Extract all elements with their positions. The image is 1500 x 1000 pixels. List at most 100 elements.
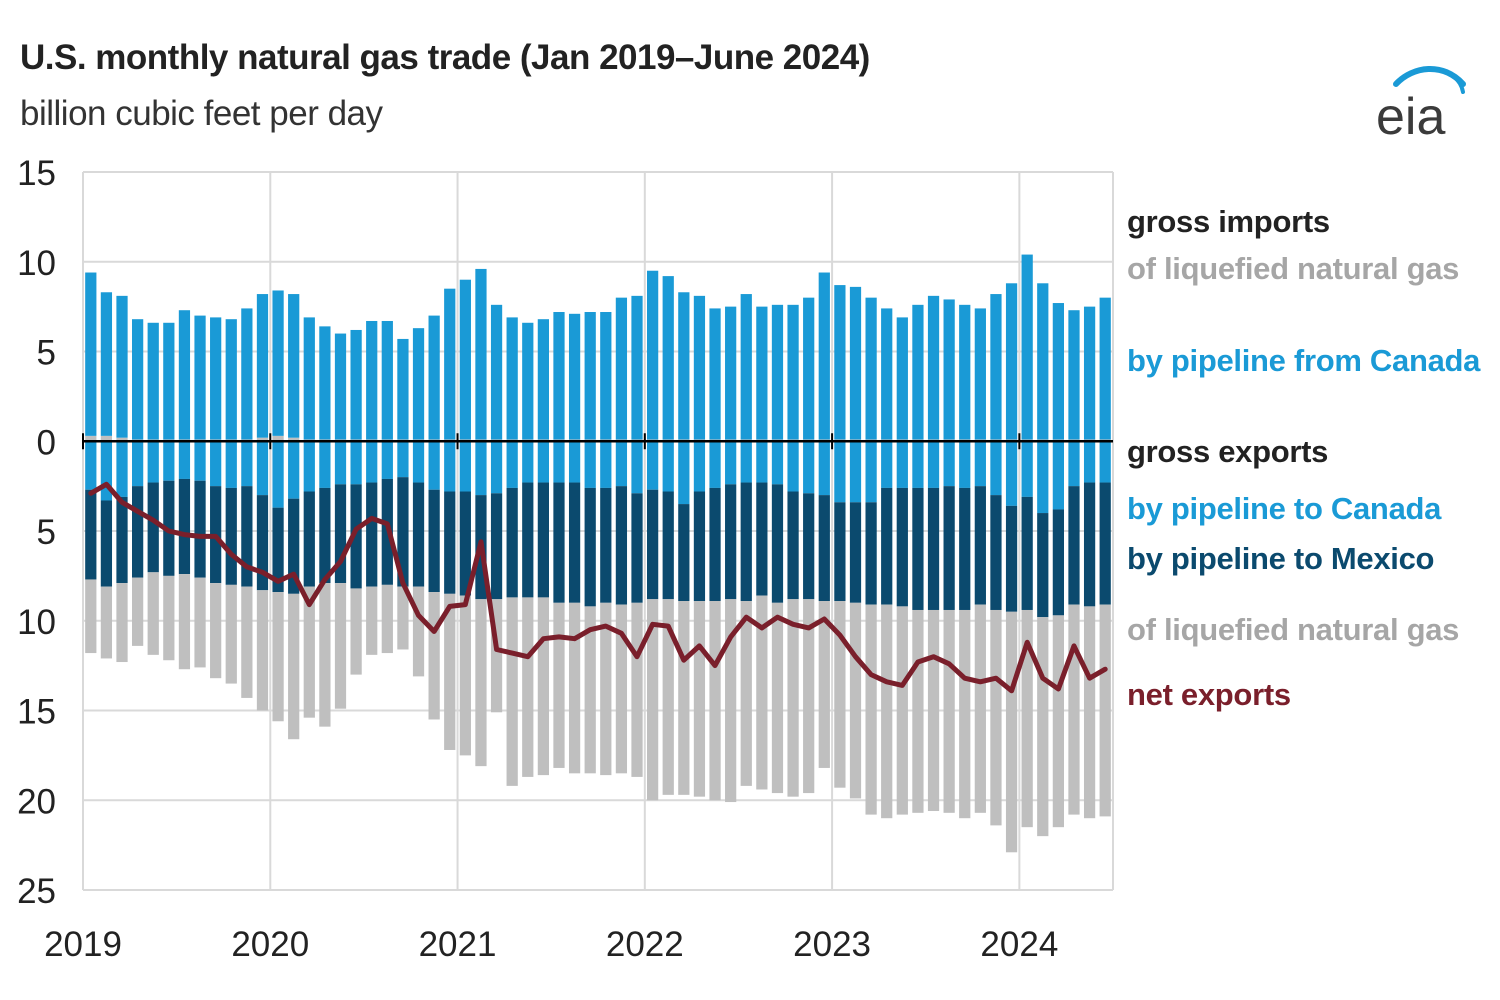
- bar-exports-lng: [475, 599, 487, 767]
- bar-exports-lng: [132, 577, 144, 646]
- bar-imports-canada: [132, 319, 144, 440]
- bar-exports-mexico: [366, 482, 378, 587]
- bar-exports-canada: [771, 441, 784, 485]
- bar-exports-canada: [506, 441, 518, 488]
- bar-exports-canada: [303, 441, 315, 492]
- bar-imports-canada: [1083, 306, 1096, 440]
- bar-exports-mexico: [132, 486, 144, 578]
- bar-exports-mexico: [241, 486, 253, 587]
- bar-imports-canada: [506, 317, 518, 440]
- bar-imports-canada: [568, 313, 581, 440]
- bar-imports-canada: [943, 299, 955, 440]
- tick-labels: 15 10 5 0 5 10 15 20 25 2019 2020 2021 2022 2023 2024: [17, 154, 1058, 964]
- bar-exports-canada: [100, 441, 113, 501]
- bar-exports-lng: [256, 590, 269, 711]
- bar-exports-canada: [475, 441, 487, 496]
- bar-exports-lng: [865, 604, 877, 815]
- bar-exports-mexico: [100, 500, 113, 587]
- bar-exports-canada: [163, 441, 175, 481]
- bar-exports-canada: [896, 441, 908, 488]
- bar-imports-canada: [381, 320, 393, 440]
- bar-imports-canada: [709, 308, 721, 440]
- bar-imports-lng: [272, 435, 284, 442]
- bar-imports-canada: [771, 304, 784, 440]
- bar-exports-canada: [849, 441, 862, 503]
- bar-exports-lng: [693, 601, 706, 797]
- bar-exports-lng: [490, 599, 503, 713]
- bar-exports-lng: [381, 584, 393, 654]
- bar-exports-canada: [288, 441, 300, 499]
- bar-exports-mexico: [553, 482, 565, 603]
- y-tick-label: 20: [17, 782, 56, 821]
- bar-exports-mexico: [631, 493, 643, 603]
- legend-exports-canada: by pipeline to Canada: [1127, 491, 1442, 526]
- x-tick-label: 2023: [793, 925, 871, 964]
- bar-exports-mexico: [959, 487, 971, 610]
- bar-exports-lng: [1068, 604, 1080, 815]
- eia-logo: eia: [1368, 54, 1468, 146]
- bar-exports-canada: [600, 441, 612, 488]
- bar-exports-mexico: [522, 482, 534, 598]
- bar-exports-lng: [568, 602, 581, 774]
- bar-exports-lng: [803, 599, 815, 794]
- bar-exports-lng: [771, 602, 784, 794]
- bar-exports-canada: [1005, 441, 1018, 506]
- gridlines: [82, 171, 1114, 891]
- bar-exports-canada: [678, 441, 690, 505]
- svg-text:eia: eia: [1376, 88, 1445, 144]
- bar-exports-mexico: [771, 484, 784, 603]
- net-exports-line-group: [88, 481, 1108, 694]
- bar-exports-mexico: [194, 480, 206, 578]
- bar-exports-mexico: [943, 486, 955, 610]
- bar-exports-mexico: [412, 482, 425, 587]
- bar-exports-lng: [631, 602, 643, 777]
- bar-imports-canada: [334, 333, 347, 440]
- bar-imports-canada: [927, 295, 940, 440]
- bar-exports-lng: [334, 583, 347, 709]
- bar-exports-mexico: [787, 491, 799, 600]
- bar-exports-lng: [974, 604, 986, 813]
- bar-exports-canada: [522, 441, 534, 483]
- bars: [85, 254, 1111, 853]
- bar-exports-lng: [912, 609, 924, 813]
- bar-exports-canada: [709, 441, 721, 488]
- bar-exports-mexico: [803, 493, 815, 600]
- bar-imports-canada: [459, 279, 471, 440]
- bar-exports-mexico: [896, 487, 908, 607]
- bar-imports-canada: [147, 322, 159, 440]
- bar-imports-canada: [210, 317, 222, 440]
- bar-exports-lng: [1099, 604, 1111, 817]
- bar-exports-mexico: [397, 477, 409, 587]
- bar-exports-lng: [241, 586, 253, 698]
- bar-exports-canada: [1037, 441, 1049, 514]
- y-tick-label: 0: [37, 423, 56, 462]
- bar-exports-mexico: [818, 495, 830, 602]
- bar-exports-lng: [740, 601, 752, 786]
- bar-imports-canada: [256, 294, 269, 438]
- bar-imports-canada: [116, 295, 128, 438]
- bar-exports-mexico: [350, 484, 362, 589]
- bar-exports-mexico: [600, 487, 612, 603]
- bar-imports-canada: [647, 270, 659, 440]
- bar-exports-mexico: [1021, 496, 1033, 610]
- bar-exports-lng: [896, 606, 908, 815]
- bar-exports-lng: [116, 583, 128, 663]
- bar-exports-mexico: [85, 489, 97, 580]
- bar-exports-lng: [85, 579, 97, 654]
- bar-imports-canada: [584, 312, 596, 440]
- bar-imports-lng: [256, 437, 269, 442]
- bar-exports-mexico: [256, 495, 269, 591]
- bar-exports-canada: [178, 441, 191, 479]
- bar-imports-canada: [803, 297, 815, 440]
- bar-exports-lng: [319, 583, 331, 727]
- bar-exports-lng: [709, 601, 721, 801]
- legend-imports-lng: of liquefied natural gas: [1127, 251, 1460, 286]
- bar-exports-canada: [397, 441, 409, 478]
- bar-exports-mexico: [927, 487, 940, 610]
- bar-exports-mexico: [288, 498, 300, 594]
- bar-exports-lng: [662, 599, 674, 795]
- bar-exports-canada: [272, 441, 284, 508]
- x-tick-label: 2021: [419, 925, 497, 964]
- bar-exports-mexico: [1052, 509, 1064, 616]
